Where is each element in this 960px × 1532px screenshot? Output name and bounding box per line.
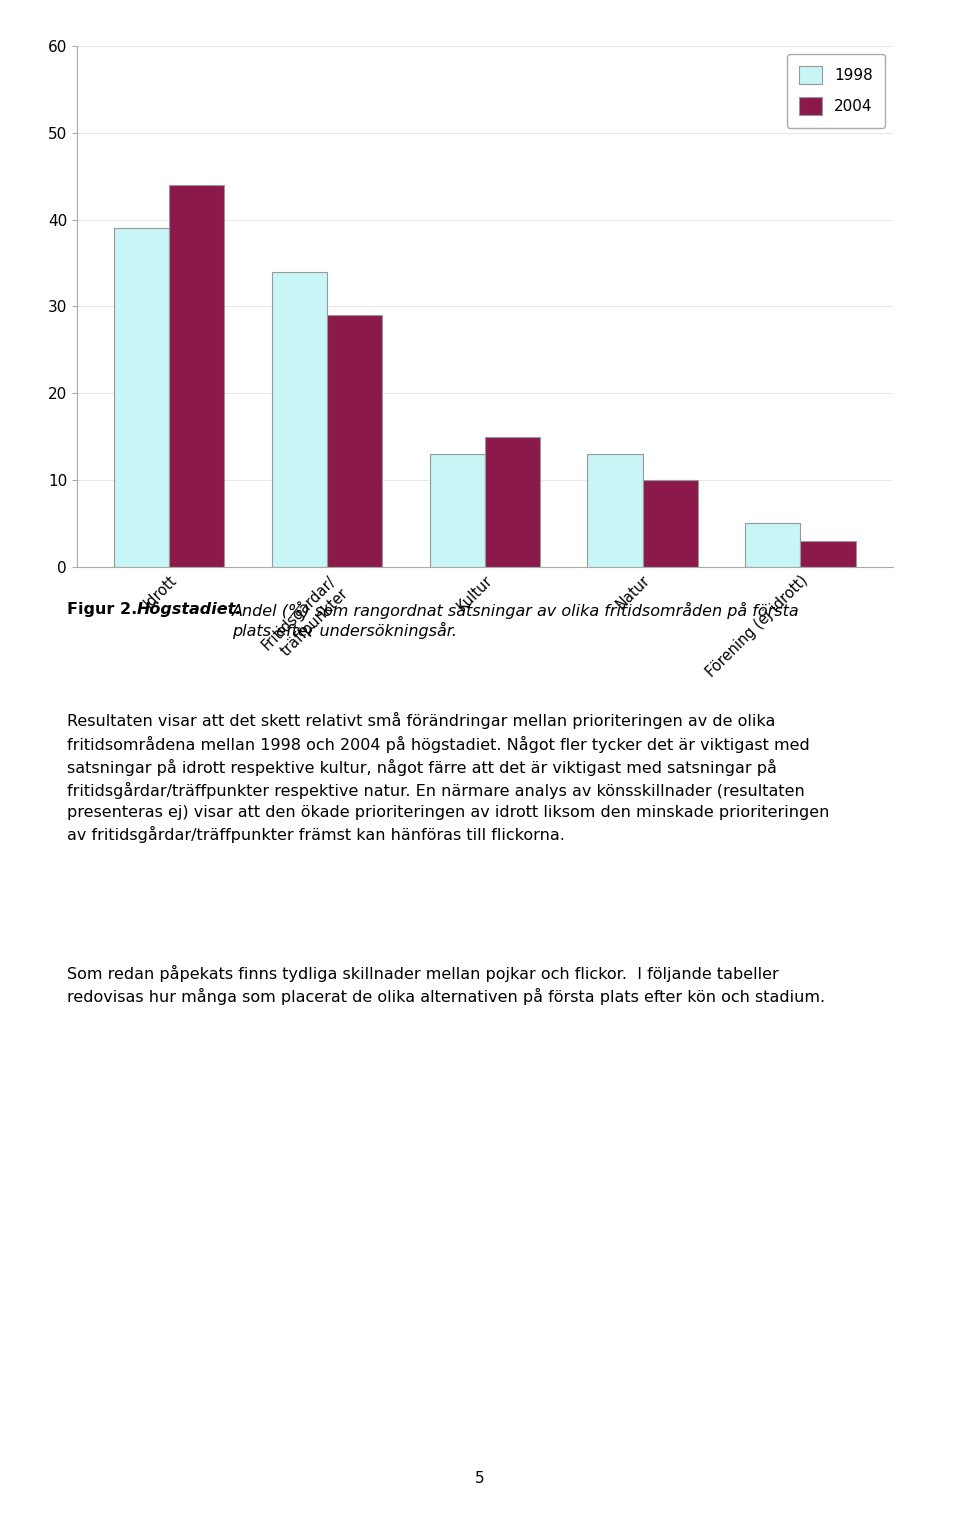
Bar (485, 437, 540, 567)
Bar (801, 541, 855, 567)
Bar (114, 228, 169, 567)
Bar (429, 453, 485, 567)
Text: Högstadiet.: Högstadiet. (136, 602, 242, 617)
Bar (327, 316, 382, 567)
Legend: 1998, 2004: 1998, 2004 (787, 54, 885, 127)
Text: Resultaten visar att det skett relativt små förändringar mellan prioriteringen a: Resultaten visar att det skett relativt … (67, 712, 829, 843)
Text: Som redan påpekats finns tydliga skillnader mellan pojkar och flickor.  I följan: Som redan påpekats finns tydliga skillna… (67, 965, 826, 1005)
Text: 5: 5 (475, 1471, 485, 1486)
Text: Figur 2.: Figur 2. (67, 602, 137, 617)
Text: Andel (%) som rangordnat satsningar av olika fritidsområden på första
plats efte: Andel (%) som rangordnat satsningar av o… (232, 602, 800, 639)
Bar (272, 271, 327, 567)
Bar (642, 480, 698, 567)
Bar (745, 524, 801, 567)
Bar (169, 185, 225, 567)
Bar (588, 453, 642, 567)
